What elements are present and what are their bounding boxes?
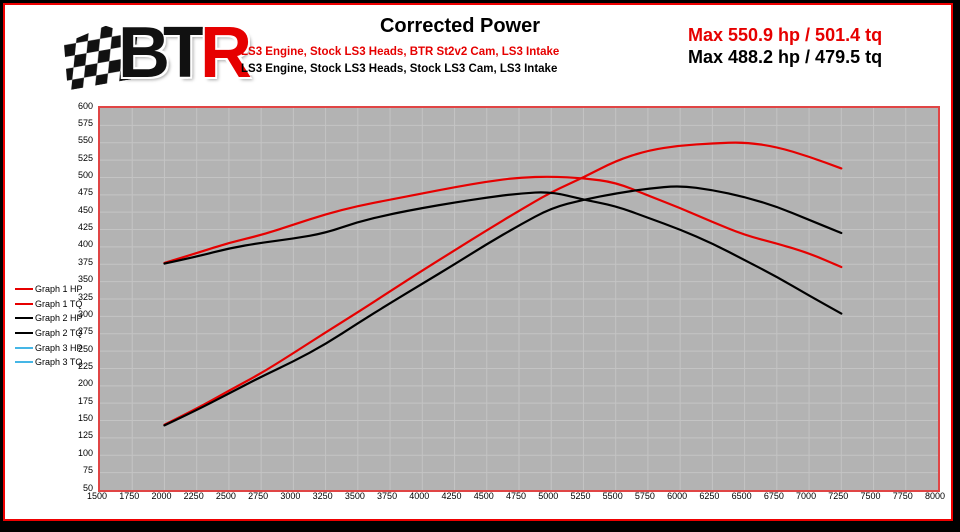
x-tick-label: 2000 [151, 491, 172, 501]
x-tick-label: 5750 [634, 491, 655, 501]
legend-line-icon [15, 361, 33, 364]
y-tick-label: 425 [77, 222, 93, 233]
chart-title: Corrected Power [379, 15, 541, 37]
y-tick-label: 375 [77, 256, 93, 267]
x-tick-label: 3750 [377, 491, 398, 501]
legend-line-icon [15, 346, 33, 349]
y-tick-label: 100 [77, 447, 93, 458]
btr-logo: BTR [60, 11, 252, 97]
x-tick-label: 6250 [699, 491, 720, 501]
x-tick-label: 3250 [312, 491, 333, 501]
y-tick-label: 175 [77, 395, 93, 406]
y-tick-label: 400 [77, 239, 93, 250]
legend-line-icon [15, 332, 33, 335]
x-tick-label: 4500 [473, 491, 494, 501]
legend-line-icon [15, 288, 33, 291]
legend-line-icon [15, 317, 33, 320]
y-tick-label: 150 [77, 413, 93, 424]
x-tick-label: 6750 [763, 491, 784, 501]
x-tick-label: 1500 [86, 491, 108, 501]
x-tick-label: 7250 [828, 491, 849, 501]
subtitle-graph1: LS3 Engine, Stock LS3 Heads, BTR St2v2 C… [241, 46, 560, 58]
x-tick-label: 7500 [860, 491, 881, 501]
page-frame: BTR Corrected Power LS3 Engine, Stock LS… [3, 3, 953, 521]
y-tick-label: 325 [77, 291, 93, 302]
x-tick-label: 1750 [119, 491, 140, 501]
x-tick-label: 5000 [538, 491, 559, 501]
y-tick-label: 450 [77, 204, 93, 215]
legend-item-graph-2-hp: Graph 2 HP [15, 311, 83, 326]
x-tick-label: 4750 [505, 491, 527, 501]
y-tick-label: 575 [77, 117, 93, 128]
legend-label: Graph 1 HP [35, 284, 83, 295]
curve-graph-2-tq [163, 191, 843, 315]
y-tick-label: 500 [77, 169, 93, 180]
x-tick-label: 3000 [280, 491, 301, 501]
max-power-graph2: Max 488.2 hp / 479.5 tq [688, 47, 883, 67]
x-tick-label: 7000 [796, 491, 817, 501]
y-tick-label: 475 [77, 187, 93, 198]
legend-item-graph-2-tq: Graph 2 TQ [15, 326, 83, 341]
btr-logo-text: BTR [118, 13, 252, 93]
subtitle-graph2: LS3 Engine, Stock LS3 Heads, Stock LS3 C… [241, 63, 558, 75]
legend-label: Graph 1 TQ [35, 298, 83, 309]
x-tick-label: 5500 [602, 491, 623, 501]
y-tick-label: 350 [77, 274, 93, 285]
legend-label: Graph 3 HP [35, 342, 83, 353]
max-power-graph1: Max 550.9 hp / 501.4 tq [688, 25, 883, 45]
y-tick-label: 600 [77, 100, 93, 111]
y-tick-label: 250 [77, 343, 93, 354]
y-tick-label: 200 [77, 378, 93, 389]
x-tick-label: 4000 [409, 491, 430, 501]
legend-label: Graph 2 HP [35, 313, 83, 324]
chart-canvas [100, 108, 938, 490]
logo-r: R [199, 13, 252, 93]
legend-item-graph-3-hp: Graph 3 HP [15, 340, 83, 355]
legend-label: Graph 2 TQ [35, 328, 83, 339]
x-tick-label: 4250 [441, 491, 462, 501]
legend-label: Graph 3 TQ [35, 357, 83, 368]
legend: Graph 1 HP Graph 1 TQ Graph 2 HP Graph 2 TQ… [15, 282, 83, 370]
x-tick-label: 3500 [344, 491, 365, 501]
y-tick-label: 525 [77, 152, 93, 163]
x-tick-label: 2750 [248, 491, 269, 501]
legend-item-graph-1-tq: Graph 1 TQ [15, 297, 83, 312]
y-tick-label: 50 [82, 482, 93, 493]
curve-graph-1-hp [163, 141, 843, 426]
x-tick-label: 2250 [183, 491, 204, 501]
curve-graph-1-tq [163, 175, 843, 269]
plot-area [98, 106, 940, 492]
curve-graph-2-hp [163, 185, 843, 427]
x-tick-label: 6500 [731, 491, 752, 501]
x-tick-label: 7750 [892, 491, 913, 501]
x-tick-label: 2500 [215, 491, 236, 501]
x-tick-label: 8000 [924, 491, 946, 501]
legend-item-graph-1-hp: Graph 1 HP [15, 282, 83, 297]
y-tick-label: 225 [77, 360, 93, 371]
y-tick-label: 550 [77, 135, 93, 146]
legend-line-icon [15, 302, 33, 305]
y-tick-label: 275 [77, 326, 93, 337]
y-tick-label: 300 [77, 308, 93, 319]
legend-item-graph-3-tq: Graph 3 TQ [15, 355, 83, 370]
y-tick-label: 125 [77, 430, 93, 441]
logo-bt: BT [118, 13, 207, 93]
x-tick-label: 6000 [667, 491, 688, 501]
x-tick-label: 5250 [570, 491, 591, 501]
y-tick-label: 75 [82, 465, 93, 476]
